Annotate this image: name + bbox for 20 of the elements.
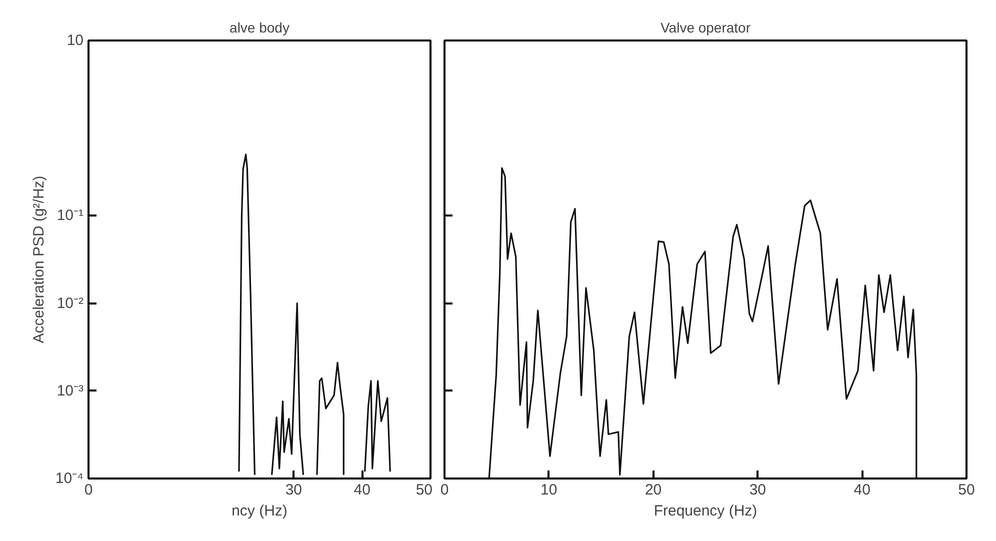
x-tick-label: 10 — [540, 482, 558, 498]
chart-title: alve body — [230, 20, 290, 36]
x-tick-label: 40 — [354, 482, 370, 498]
x-tick-label: 50 — [416, 482, 433, 498]
x-tick-label: 50 — [958, 482, 975, 498]
y-tick-label: 10⁻⁴ — [55, 470, 84, 487]
x-tick-label: 20 — [644, 482, 662, 498]
x-tick-label: 30 — [749, 482, 766, 498]
y-tick-label: 10⁻³ — [56, 382, 84, 400]
x-tick-label: 30 — [285, 482, 302, 498]
x-axis-title: ncy (Hz) — [232, 502, 288, 520]
y-tick-label: 10⁻¹ — [56, 207, 84, 224]
chart-title: Valve operator — [660, 20, 751, 36]
y-tick-label: 10 — [66, 32, 84, 49]
y-axis-title: Acceleration PSD (g²/Hz) — [30, 176, 48, 344]
x-tick-label: 0 — [84, 482, 93, 498]
x-tick-label: 0 — [440, 482, 449, 498]
y-tick-label: 10⁻² — [56, 294, 84, 312]
x-tick-label: 40 — [854, 482, 870, 498]
x-axis-title: Frequency (Hz) — [654, 502, 758, 520]
